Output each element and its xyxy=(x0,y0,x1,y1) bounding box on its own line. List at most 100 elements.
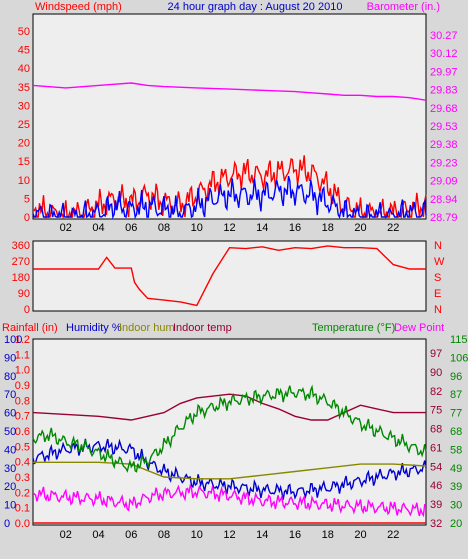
humidity-temperature-panel: Rainfall (in) Humidity % Indoor hum Indo… xyxy=(2,322,468,541)
rainfall-tick-0-7-5: 0.7 xyxy=(15,411,30,423)
barometer-tick-28-94-9: 28.94 xyxy=(430,194,458,206)
series-temperature-f xyxy=(32,384,427,473)
hour-ticks-3: 02 04 06 08 10 12 14 16 18 20 22 xyxy=(60,529,400,541)
humidity-tick-50-5: 50 xyxy=(4,426,16,438)
rainfall-tick-0-1-11: 0.1 xyxy=(15,503,30,515)
direction-tick-270-1: 270 xyxy=(12,256,30,268)
temperature-ticks-a: 115 106 96 87 77 68 58 49 39 30 20 xyxy=(450,334,468,530)
panel-2-series xyxy=(33,245,426,307)
rainfall-tick-1-1-1: 1.1 xyxy=(15,349,30,361)
barometer-tick-30-27-0: 30.27 xyxy=(430,30,458,42)
rainfall-tick-0-8-4: 0.8 xyxy=(15,395,30,407)
series-gust xyxy=(32,175,427,220)
temperature-a-tick-77-4: 77 xyxy=(450,408,462,420)
panel-1-series xyxy=(32,82,427,220)
compass-tick-e-3: E xyxy=(434,288,441,300)
rainfall-tick-0-3-9: 0.3 xyxy=(15,472,30,484)
chart-title: 24 hour graph day : August 20 2010 xyxy=(168,1,343,13)
temperature-b-tick-61-5: 61 xyxy=(430,442,442,454)
windspeed-tick-25-5: 25 xyxy=(18,119,30,131)
legend-indoor-hum: Indoor hum xyxy=(119,322,175,334)
temperature-b-tick-32-9: 32 xyxy=(430,518,442,530)
rainfall-tick-0-4-8: 0.4 xyxy=(15,457,30,469)
temperature-a-tick-87-3: 87 xyxy=(450,389,462,401)
windspeed-tick-35-3: 35 xyxy=(18,82,30,94)
series-indoor-hum xyxy=(33,461,427,480)
legend-rainfall: Rainfall (in) xyxy=(2,322,58,334)
hour-label-04: 04 xyxy=(92,529,104,541)
barometer-ticks: 30.27 30.12 29.97 29.83 29.68 29.53 29.38 29.23… xyxy=(430,30,458,224)
hour-label-10: 10 xyxy=(191,529,203,541)
hour-label-02: 02 xyxy=(60,529,72,541)
humidity-tick-20-8: 20 xyxy=(4,481,16,493)
windspeed-tick-20-6: 20 xyxy=(18,138,30,150)
rainfall-tick-1-0-2: 1.0 xyxy=(15,365,30,377)
compass-tick-n-0: N xyxy=(434,240,442,252)
barometer-tick-29-53-5: 29.53 xyxy=(430,121,458,133)
rainfall-tick-0-0-12: 0.0 xyxy=(15,518,30,530)
hour-label-06: 06 xyxy=(125,529,137,541)
wind-barometer-panel: Windspeed (mph) 24 hour graph day : Augu… xyxy=(18,1,458,234)
temperature-a-tick-39-8: 39 xyxy=(450,481,462,493)
hour-label-06: 06 xyxy=(125,222,137,234)
temperature-a-tick-58-6: 58 xyxy=(450,444,462,456)
hour-label-08: 08 xyxy=(158,529,170,541)
barometer-tick-29-38-6: 29.38 xyxy=(430,139,458,151)
windspeed-tick-30-4: 30 xyxy=(18,100,30,112)
humidity-tick-70-3: 70 xyxy=(4,389,16,401)
barometer-tick-29-97-2: 29.97 xyxy=(430,66,458,78)
hour-label-14: 14 xyxy=(256,529,268,541)
series-dew-point xyxy=(32,483,427,518)
humidity-tick-10-9: 10 xyxy=(4,500,16,512)
legend-indoor-temp: Indoor temp xyxy=(173,322,232,334)
panel-1-plot-area xyxy=(32,13,427,220)
temperature-a-tick-106-1: 106 xyxy=(450,352,468,364)
rainfall-tick-0-5-7: 0.5 xyxy=(15,441,30,453)
compass-tick-w-1: W xyxy=(434,256,445,268)
windspeed-tick-40-2: 40 xyxy=(18,63,30,75)
temperature-a-tick-68-5: 68 xyxy=(450,426,462,438)
panel-3-series xyxy=(32,384,427,524)
direction-tick-180-2: 180 xyxy=(12,272,30,284)
legend: Rainfall (in) Humidity % Indoor hum Indo… xyxy=(2,322,444,334)
hour-label-12: 12 xyxy=(223,529,235,541)
humidity-tick-80-2: 80 xyxy=(4,371,16,383)
hour-label-02: 02 xyxy=(60,222,72,234)
windspeed-tick-10-8: 10 xyxy=(18,175,30,187)
humidity-tick-100-0: 100 xyxy=(4,334,22,346)
windspeed-tick-0-10: 0 xyxy=(24,212,30,224)
windspeed-tick-50-0: 50 xyxy=(18,26,30,38)
humidity-tick-90-1: 90 xyxy=(4,352,16,364)
barometer-axis-label: Barometer (in.) xyxy=(367,1,440,13)
humidity-tick-0-10: 0 xyxy=(4,518,10,530)
direction-degree-ticks: 360 270 180 90 0 xyxy=(12,240,30,316)
temperature-b-tick-75-3: 75 xyxy=(430,405,442,417)
direction-tick-0-4: 0 xyxy=(24,304,30,316)
temperature-ticks-b: 97 90 82 75 68 61 54 46 39 32 xyxy=(430,348,442,530)
humidity-tick-60-4: 60 xyxy=(4,408,16,420)
barometer-tick-29-23-7: 29.23 xyxy=(430,157,458,169)
series-indoor-temp xyxy=(32,393,426,421)
compass-tick-n-4: N xyxy=(434,304,442,316)
barometer-tick-30-12-1: 30.12 xyxy=(430,48,458,60)
temperature-b-tick-39-8: 39 xyxy=(430,499,442,511)
hour-label-14: 14 xyxy=(256,222,268,234)
hour-ticks-1: 02 04 06 08 10 12 14 16 18 20 22 xyxy=(60,222,400,234)
rainfall-tick-0-2-10: 0.2 xyxy=(15,487,30,499)
barometer-tick-29-68-4: 29.68 xyxy=(430,103,458,115)
series-humidity xyxy=(32,438,427,500)
windspeed-axis-label: Windspeed (mph) xyxy=(35,1,122,13)
temperature-b-tick-54-6: 54 xyxy=(430,461,442,473)
temperature-b-tick-90-1: 90 xyxy=(430,367,442,379)
hour-label-10: 10 xyxy=(191,222,203,234)
hour-label-04: 04 xyxy=(92,222,104,234)
barometer-tick-28-79-10: 28.79 xyxy=(430,212,458,224)
windspeed-tick-5-9: 5 xyxy=(24,193,30,205)
hour-label-16: 16 xyxy=(289,222,301,234)
